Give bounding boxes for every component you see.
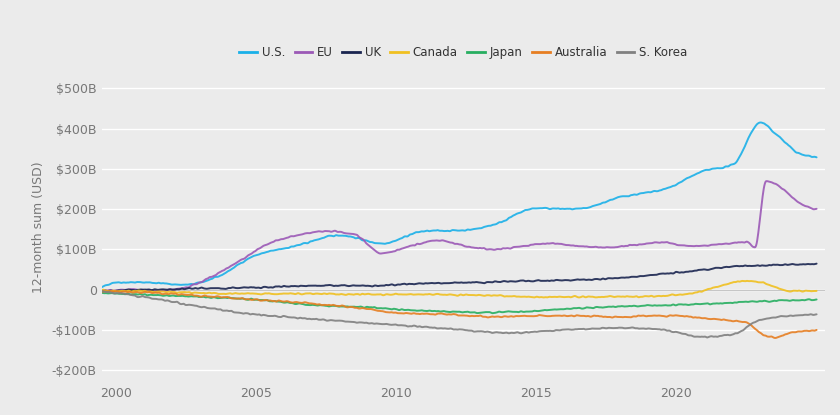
Y-axis label: 12-month sum (USD): 12-month sum (USD) <box>32 161 45 293</box>
Legend: U.S., EU, UK, Canada, Japan, Australia, S. Korea: U.S., EU, UK, Canada, Japan, Australia, … <box>234 41 692 63</box>
